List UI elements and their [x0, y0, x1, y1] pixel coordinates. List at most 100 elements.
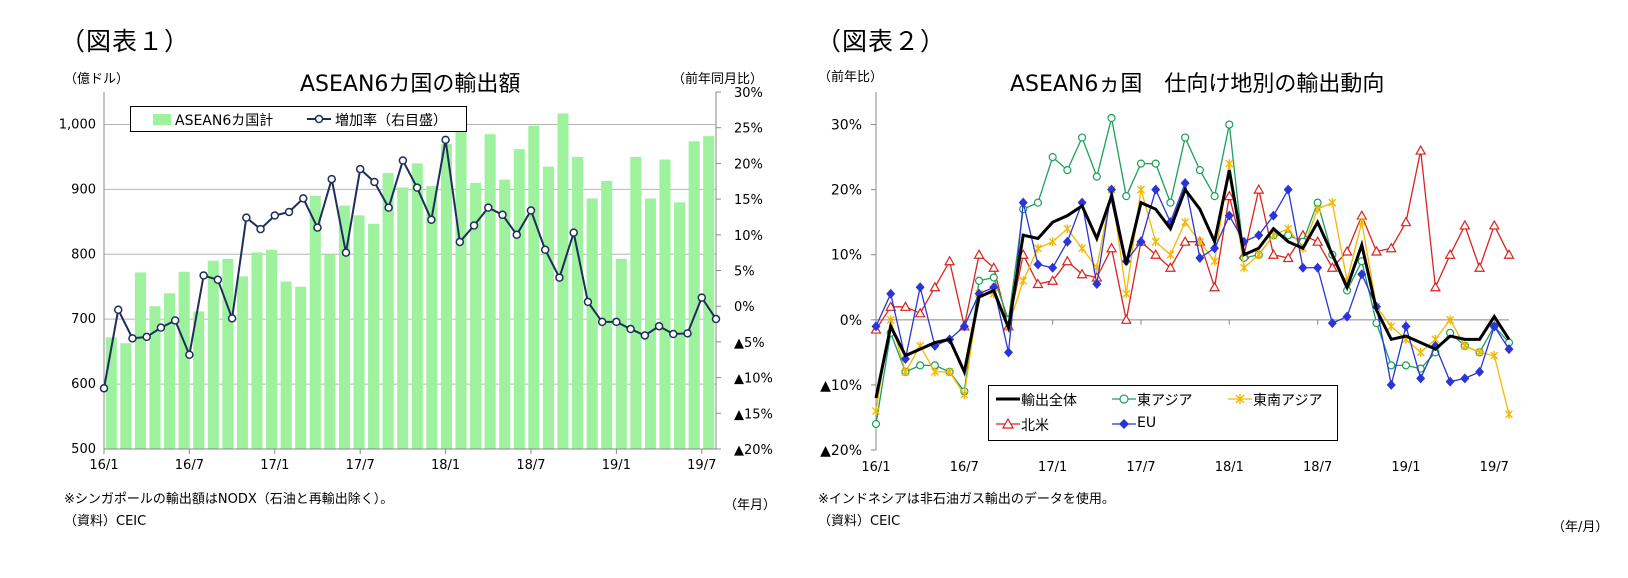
east-asia-point: [1210, 192, 1219, 201]
eu-point: [1239, 236, 1249, 247]
north-america-point: [1179, 235, 1191, 246]
east-asia-point: [1387, 361, 1396, 370]
bar: [280, 281, 292, 449]
x-tick-label: 17/7: [346, 458, 375, 473]
growth-rate-point: [327, 174, 336, 184]
eu-point: [1268, 210, 1278, 221]
bar: [120, 343, 132, 449]
figure2-legend: 輸出全体 東アジア 東南アジア 北米 EU: [988, 385, 1338, 441]
series-line: [874, 169, 1511, 399]
southeast-asia-point: [1210, 256, 1219, 266]
north-america-point: [1444, 249, 1456, 259]
growth-rate-point: [441, 135, 450, 145]
eu-point: [1195, 252, 1205, 263]
bar: [470, 182, 482, 449]
east-asia-point: [1033, 198, 1043, 207]
legend-total-swatch: [996, 397, 1020, 401]
growth-rate-point: [270, 211, 280, 220]
bar: [134, 272, 146, 449]
bar: [484, 134, 496, 449]
north-america-point: [1120, 314, 1132, 324]
figure2-source: （資料）CEIC: [818, 514, 901, 529]
legend-line-swatch: [307, 114, 331, 124]
east-asia-point: [1077, 133, 1087, 142]
north-america-point: [1106, 242, 1118, 253]
figure1-x-unit: （年月）: [724, 498, 777, 513]
legend-north-america-label: 北米: [1021, 418, 1049, 434]
bar: [513, 149, 525, 449]
eu-point: [1489, 321, 1499, 332]
y-right-tick-label: 20%: [734, 157, 763, 172]
southeast-asia-point: [1490, 351, 1499, 361]
figure2-x-unit: （年/月）: [1552, 520, 1609, 535]
growth-rate-point: [170, 316, 180, 325]
y-right-tick-label: 10%: [734, 229, 763, 244]
growth-rate-point: [669, 329, 678, 339]
north-america-point: [914, 307, 926, 318]
north-america-point: [1503, 249, 1515, 259]
y-tick-label: 20%: [831, 183, 862, 199]
eu-point: [1151, 184, 1161, 195]
y-tick-label: ▲10%: [820, 378, 862, 394]
legend-bar-label: ASEAN6カ国計: [175, 113, 274, 129]
eu-point: [871, 321, 881, 332]
growth-rate-point: [299, 194, 308, 203]
series-line: [875, 180, 1510, 386]
y-tick-label: ▲20%: [820, 443, 862, 459]
eu-point: [989, 282, 999, 293]
bar: [601, 180, 613, 449]
bar: [324, 254, 336, 449]
growth-rate-point: [156, 323, 166, 332]
north-america-point: [1415, 144, 1427, 155]
bar: [164, 293, 176, 449]
bar: [455, 130, 467, 450]
bar: [368, 223, 380, 449]
bar: [586, 198, 598, 449]
growth-rate-point: [199, 271, 208, 280]
growth-rate-point: [498, 210, 507, 220]
bar: [397, 187, 409, 449]
figure2-chart: 30% 20% 10% 0% ▲10% ▲20%16/1 16/7 17/1 17/7 18/1 1…: [820, 92, 1515, 475]
east-asia-point: [974, 276, 984, 285]
y-tick-label: 0%: [840, 313, 862, 329]
x-tick-label: 16/1: [89, 458, 118, 473]
southeast-asia-point: [1505, 409, 1513, 419]
east-asia-point: [989, 273, 998, 282]
eu-point: [1460, 373, 1470, 384]
north-america-point: [988, 262, 1000, 272]
eu-point: [1313, 262, 1323, 273]
eu-point: [1283, 184, 1293, 195]
y-left-tick-label: 800: [71, 247, 96, 262]
x-tick-label: 16/7: [175, 458, 204, 473]
growth-rate-point: [142, 332, 151, 342]
y-right-tick-label: ▲15%: [734, 407, 773, 422]
growth-rate-point: [697, 293, 707, 302]
southeast-asia-point: [960, 390, 969, 400]
southeast-asia-point: [1033, 243, 1042, 253]
growth-rate-point: [256, 224, 265, 234]
southeast-asia-point: [1166, 250, 1175, 260]
growth-rate-point: [640, 331, 650, 340]
y-right-tick-label: ▲5%: [734, 336, 765, 351]
growth-rate-point: [583, 297, 593, 307]
southeast-asia-point: [1136, 185, 1145, 195]
bar: [411, 163, 423, 449]
y-right-tick-label: 15%: [734, 193, 763, 208]
east-asia-point: [916, 361, 925, 370]
eu-point: [1092, 279, 1102, 290]
north-america-point: [1282, 252, 1294, 263]
eu-point: [1048, 262, 1058, 273]
eu-point: [1342, 311, 1352, 322]
growth-rate-point: [711, 314, 721, 324]
legend-east-asia-swatch: [1112, 394, 1136, 404]
figure1-left-unit: （億ドル）: [64, 72, 130, 87]
y-right-tick-label: ▲20%: [734, 443, 773, 458]
bar: [222, 258, 234, 449]
x-tick-label: 18/7: [1303, 460, 1332, 475]
southeast-asia-point: [901, 367, 910, 377]
eu-point: [1416, 373, 1426, 384]
growth-rate-point: [469, 221, 479, 230]
east-asia-point: [1166, 198, 1175, 207]
bar: [353, 215, 365, 449]
southeast-asia-point: [1063, 224, 1072, 234]
